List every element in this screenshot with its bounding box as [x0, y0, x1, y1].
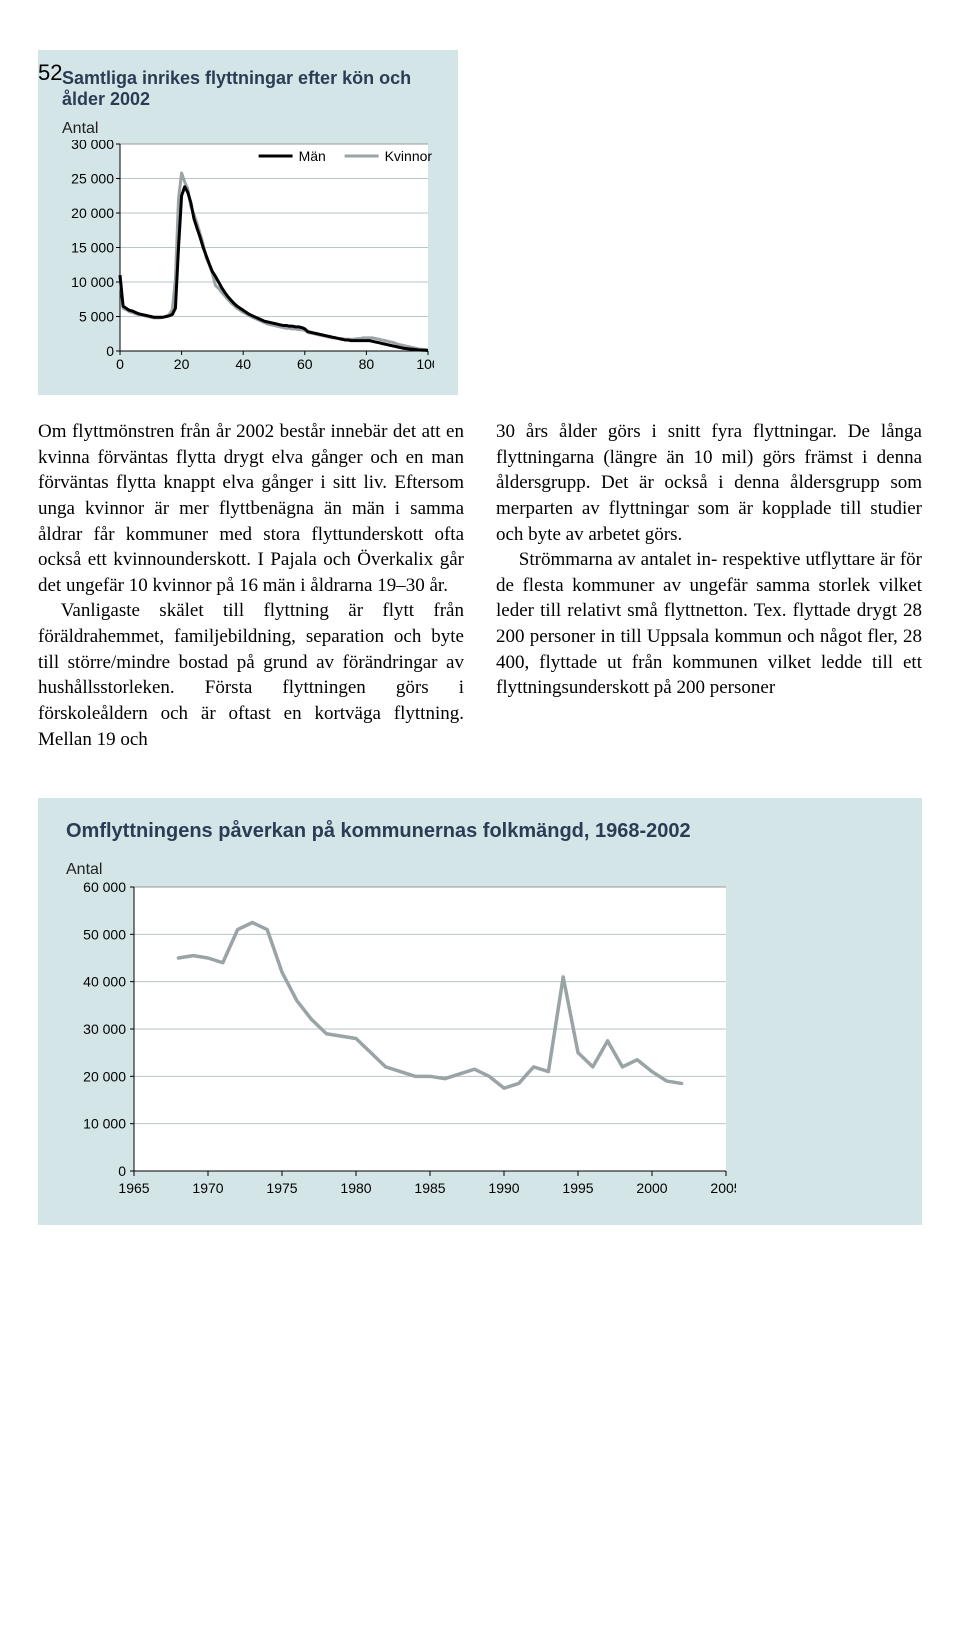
chart1-panel: Samtliga inrikes flyttningar efter kön o…: [38, 50, 458, 395]
svg-text:40: 40: [235, 356, 251, 372]
svg-text:1990: 1990: [488, 1180, 519, 1196]
chart2-title: Omflyttningens påverkan på kommunernas f…: [66, 820, 894, 843]
chart2-panel: Omflyttningens påverkan på kommunernas f…: [38, 798, 922, 1225]
col2-para2: Strömmarna av antalet in- respektive utf…: [496, 547, 922, 701]
svg-text:5 000: 5 000: [79, 309, 114, 325]
svg-text:Män: Män: [299, 148, 326, 164]
svg-text:1995: 1995: [562, 1180, 593, 1196]
svg-text:2005: 2005: [710, 1180, 736, 1196]
svg-text:20: 20: [174, 356, 190, 372]
chart1-title: Samtliga inrikes flyttningar efter kön o…: [62, 68, 434, 110]
svg-text:0: 0: [106, 343, 114, 359]
chart2-svg: 0 10 000 20 000 30 000 40 000 50 000 60 000 196…: [66, 881, 736, 1201]
svg-text:10 000: 10 000: [83, 1116, 126, 1132]
col1-para2: Vanligaste skälet till flyttning är flyt…: [38, 598, 464, 752]
body-columns: Om flyttmönstren från år 2002 består inn…: [38, 419, 922, 752]
chart1-svg: 0 5 000 10 000 15 000 20 000 25 000 30 000 0 20 4…: [62, 140, 434, 375]
column-right: 30 års ålder görs i snitt fyra flyttning…: [496, 419, 922, 752]
svg-text:80: 80: [359, 356, 375, 372]
svg-text:1975: 1975: [266, 1180, 297, 1196]
svg-text:1970: 1970: [192, 1180, 223, 1196]
chart2-ylabel: Antal: [66, 861, 894, 879]
svg-text:15 000: 15 000: [71, 240, 114, 256]
column-left: Om flyttmönstren från år 2002 består inn…: [38, 419, 464, 752]
svg-text:0: 0: [118, 1163, 126, 1179]
svg-text:25 000: 25 000: [71, 171, 114, 187]
svg-text:30 000: 30 000: [71, 140, 114, 152]
svg-text:Kvinnor: Kvinnor: [385, 148, 433, 164]
svg-text:50 000: 50 000: [83, 927, 126, 943]
svg-text:60: 60: [297, 356, 313, 372]
svg-text:20 000: 20 000: [83, 1069, 126, 1085]
svg-text:1980: 1980: [340, 1180, 371, 1196]
chart1-ylabel: Antal: [62, 120, 434, 138]
svg-text:100: 100: [416, 356, 434, 372]
svg-text:20 000: 20 000: [71, 205, 114, 221]
col1-para1: Om flyttmönstren från år 2002 består inn…: [38, 419, 464, 598]
svg-text:60 000: 60 000: [83, 881, 126, 895]
page-number: 52: [38, 60, 62, 86]
svg-text:10 000: 10 000: [71, 274, 114, 290]
col2-para1: 30 års ålder görs i snitt fyra flyttning…: [496, 419, 922, 547]
svg-text:1985: 1985: [414, 1180, 445, 1196]
svg-text:1965: 1965: [118, 1180, 149, 1196]
svg-text:0: 0: [116, 356, 124, 372]
svg-text:2000: 2000: [636, 1180, 667, 1196]
svg-text:30 000: 30 000: [83, 1021, 126, 1037]
svg-text:40 000: 40 000: [83, 974, 126, 990]
